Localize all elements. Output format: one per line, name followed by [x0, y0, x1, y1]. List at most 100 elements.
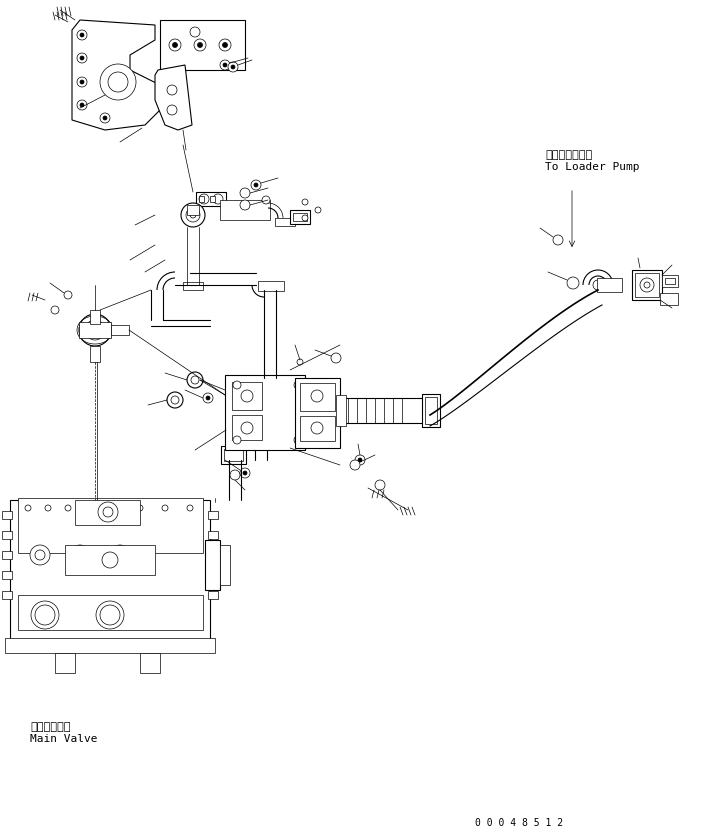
- Text: ローダポンプへ: ローダポンプへ: [545, 150, 592, 160]
- Circle shape: [223, 63, 227, 67]
- Circle shape: [203, 393, 213, 403]
- Circle shape: [222, 43, 228, 48]
- Circle shape: [228, 62, 238, 72]
- Bar: [75, 500, 140, 525]
- Text: Main Valve: Main Valve: [30, 734, 97, 744]
- Circle shape: [311, 390, 323, 402]
- Circle shape: [103, 116, 107, 120]
- Bar: [224, 449, 243, 461]
- Circle shape: [98, 502, 118, 522]
- Circle shape: [190, 27, 200, 37]
- Bar: [140, 653, 160, 673]
- Bar: [55, 653, 75, 673]
- Bar: [79, 322, 111, 338]
- Bar: [425, 397, 437, 424]
- Circle shape: [80, 33, 84, 37]
- Bar: [187, 205, 199, 215]
- Circle shape: [254, 183, 258, 187]
- Circle shape: [96, 601, 124, 629]
- Circle shape: [100, 64, 136, 100]
- Circle shape: [240, 200, 250, 210]
- Bar: [65, 545, 155, 575]
- Circle shape: [190, 212, 196, 218]
- Circle shape: [30, 545, 50, 565]
- Circle shape: [90, 325, 100, 335]
- Bar: [232, 382, 262, 410]
- Circle shape: [169, 39, 181, 51]
- Bar: [275, 218, 295, 226]
- Bar: [300, 383, 335, 411]
- Circle shape: [162, 505, 168, 511]
- Circle shape: [171, 396, 179, 404]
- Circle shape: [108, 72, 128, 92]
- Circle shape: [77, 53, 87, 63]
- Circle shape: [172, 43, 177, 48]
- Circle shape: [311, 422, 323, 434]
- Circle shape: [102, 552, 118, 568]
- Circle shape: [103, 507, 113, 517]
- Circle shape: [115, 550, 125, 560]
- Bar: [290, 210, 310, 224]
- Circle shape: [45, 505, 51, 511]
- Circle shape: [25, 505, 31, 511]
- Circle shape: [85, 320, 105, 340]
- Circle shape: [230, 470, 240, 480]
- Circle shape: [77, 100, 87, 110]
- Circle shape: [567, 277, 579, 289]
- Bar: [340, 398, 425, 423]
- Circle shape: [231, 65, 235, 69]
- Circle shape: [77, 77, 87, 87]
- Circle shape: [294, 381, 302, 389]
- Circle shape: [375, 480, 385, 490]
- Circle shape: [137, 505, 143, 511]
- Circle shape: [331, 353, 341, 363]
- Circle shape: [187, 505, 193, 511]
- Bar: [90, 346, 100, 362]
- Circle shape: [112, 505, 118, 511]
- Bar: [208, 571, 218, 579]
- Bar: [221, 446, 246, 464]
- Circle shape: [302, 199, 308, 205]
- Bar: [205, 540, 220, 590]
- Circle shape: [315, 207, 321, 213]
- Bar: [111, 325, 129, 335]
- Circle shape: [355, 455, 365, 465]
- Bar: [5, 638, 215, 653]
- Bar: [665, 278, 675, 284]
- Circle shape: [294, 436, 302, 444]
- Bar: [18, 595, 203, 630]
- Bar: [208, 591, 218, 599]
- Circle shape: [187, 372, 203, 388]
- Circle shape: [80, 103, 84, 107]
- Circle shape: [80, 80, 84, 84]
- Bar: [208, 551, 218, 559]
- Bar: [220, 545, 230, 585]
- Circle shape: [199, 194, 209, 204]
- Bar: [18, 498, 203, 553]
- Circle shape: [194, 39, 206, 51]
- Circle shape: [100, 113, 110, 123]
- Bar: [10, 500, 210, 640]
- Circle shape: [297, 359, 303, 365]
- Circle shape: [241, 422, 253, 434]
- Bar: [293, 213, 307, 221]
- Circle shape: [350, 460, 360, 470]
- Circle shape: [191, 376, 199, 384]
- Bar: [220, 200, 270, 220]
- Circle shape: [80, 56, 84, 60]
- Bar: [90, 310, 100, 324]
- Circle shape: [553, 235, 563, 245]
- Bar: [2, 511, 12, 519]
- Circle shape: [358, 458, 362, 462]
- Bar: [258, 281, 284, 291]
- Bar: [225, 375, 305, 450]
- Text: 0 0 0 4 8 5 1 2: 0 0 0 4 8 5 1 2: [475, 818, 563, 828]
- Bar: [160, 20, 245, 70]
- Text: To Loader Pump: To Loader Pump: [545, 162, 639, 172]
- Bar: [199, 196, 204, 202]
- Bar: [662, 275, 678, 287]
- Circle shape: [251, 180, 261, 190]
- Bar: [2, 591, 12, 599]
- Circle shape: [241, 390, 253, 402]
- Circle shape: [85, 505, 91, 511]
